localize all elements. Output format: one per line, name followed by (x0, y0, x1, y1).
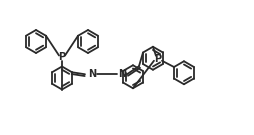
Text: N: N (117, 69, 125, 79)
Text: P: P (154, 54, 161, 64)
Text: N: N (88, 69, 96, 79)
Text: P: P (58, 53, 65, 63)
